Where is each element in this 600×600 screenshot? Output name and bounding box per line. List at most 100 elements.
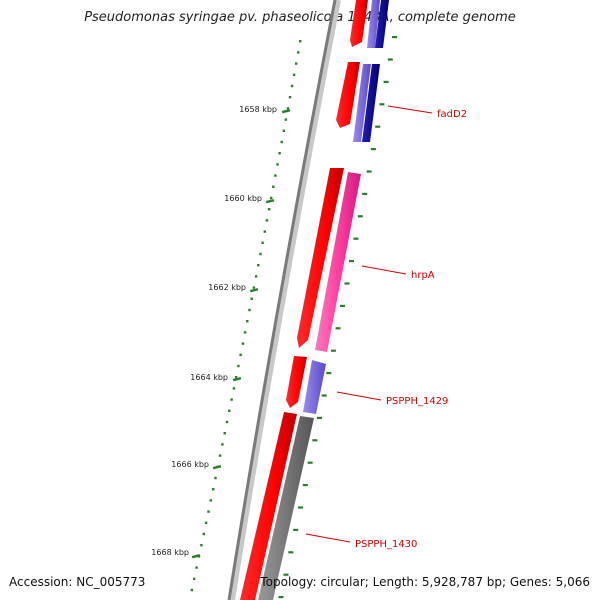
svg-text:PSPPH_1430: PSPPH_1430 [355, 539, 417, 550]
genome-summary-text: Topology: circular; Length: 5,928,787 bp… [260, 575, 590, 589]
minor-tick [297, 51, 300, 54]
inner-tick [392, 36, 397, 39]
minor-tick [261, 241, 264, 244]
minor-tick [248, 308, 251, 312]
minor-tick [272, 185, 275, 188]
cds-pink-hrpA [315, 172, 361, 352]
gene-label-fadD2: fadD2 [387, 105, 467, 120]
inner-tick [312, 439, 318, 442]
minor-tick [250, 297, 253, 300]
minor-tick [267, 208, 271, 211]
cds-red-fadD2 [336, 62, 360, 128]
minor-tick [292, 73, 296, 76]
minor-tick [278, 152, 281, 155]
minor-tick [223, 432, 226, 435]
minor-tick [299, 40, 302, 43]
minor-tick [234, 376, 238, 379]
minor-tick [282, 129, 285, 132]
inner-tick [278, 596, 284, 599]
minor-tick [214, 476, 217, 480]
minor-tick [254, 275, 258, 278]
inner-tick [370, 148, 376, 151]
inner-tick [302, 484, 308, 487]
minor-tick [295, 62, 298, 65]
cds-blueD-top [375, 0, 389, 48]
inner-tick [383, 80, 389, 83]
minor-tick [257, 264, 260, 267]
minor-tick [276, 163, 279, 166]
inner-tick [357, 215, 363, 218]
minor-tick [241, 342, 245, 345]
scale-tick-1666: 1666 kbp [171, 460, 222, 470]
scale-tick-1668: 1668 kbp [151, 548, 201, 559]
inner-tick [283, 573, 289, 576]
tick-label: 1668 kbp [151, 548, 189, 557]
scale-tick-1658: 1658 kbp [239, 105, 291, 114]
svg-text:PSPPH_1429: PSPPH_1429 [386, 396, 448, 407]
minor-tick [221, 443, 224, 446]
tick-label: 1664 kbp [190, 373, 228, 382]
inner-tick [379, 103, 385, 106]
svg-text:fadD2: fadD2 [437, 109, 467, 120]
cds-blueL-fadD2 [353, 64, 371, 142]
cds-red-1430 [240, 412, 297, 600]
inner-tick [326, 372, 332, 375]
tick-label: 1662 kbp [208, 283, 246, 292]
inner-tick [387, 58, 393, 61]
inner-tick [321, 394, 327, 397]
gene-features [240, 0, 389, 600]
inner-tick [353, 237, 359, 240]
inner-tick [307, 461, 313, 464]
scale-tick-1662: 1662 kbp [208, 283, 259, 293]
minor-tick [288, 96, 292, 99]
minor-tick [237, 364, 240, 368]
minor-tick [230, 398, 233, 401]
inner-tick [330, 349, 336, 352]
cds-blueL-1429 [303, 360, 326, 414]
minor-tick [202, 532, 205, 536]
minor-tick [193, 577, 196, 580]
inner-tick [288, 551, 294, 554]
minor-tick [252, 286, 256, 289]
minor-tick [286, 107, 290, 110]
gene-label-PSPPH_1429: PSPPH_1429 [336, 391, 448, 407]
tick-label: 1658 kbp [239, 105, 277, 114]
inner-tick [366, 170, 372, 173]
minor-tick [239, 353, 242, 356]
inner-tick [340, 304, 345, 307]
gene-label-PSPPH_1430: PSPPH_1430 [305, 533, 417, 550]
minor-tick [259, 252, 262, 256]
inner-scale-ticks [278, 36, 397, 599]
inner-tick [344, 282, 350, 285]
cds-gray-1430 [258, 416, 314, 600]
cds-red-1429 [286, 356, 307, 408]
backbone-line [227, 0, 337, 600]
inner-tick [293, 528, 299, 531]
minor-tick [246, 320, 249, 323]
minor-tick [204, 521, 208, 524]
minor-tick [280, 140, 283, 144]
scale-tick-1664: 1664 kbp [190, 373, 242, 382]
minor-tick [228, 409, 231, 412]
cds-blueL-top [367, 0, 380, 48]
minor-tick [225, 420, 229, 424]
inner-tick [362, 192, 368, 195]
minor-tick [212, 488, 215, 491]
minor-tick [290, 84, 294, 88]
inner-tick [349, 260, 354, 263]
minor-tick [218, 454, 222, 457]
accession-text: Accession: NC_005773 [9, 575, 146, 589]
gene-label-hrpA: hrpA [361, 265, 435, 281]
minor-tick [263, 230, 266, 233]
cds-red-hrpA [297, 168, 344, 348]
minor-tick [270, 196, 273, 200]
minor-tick [195, 566, 198, 569]
major-scale-ticks: 1658 kbp 1660 kbp 1662 kbp 1664 kbp 1666… [151, 105, 291, 559]
minor-tick [200, 544, 203, 547]
cds-red-top [350, 0, 368, 47]
svg-text:hrpA: hrpA [411, 270, 435, 281]
minor-tick [284, 118, 288, 121]
inner-tick [335, 327, 341, 330]
minor-tick [207, 510, 210, 513]
